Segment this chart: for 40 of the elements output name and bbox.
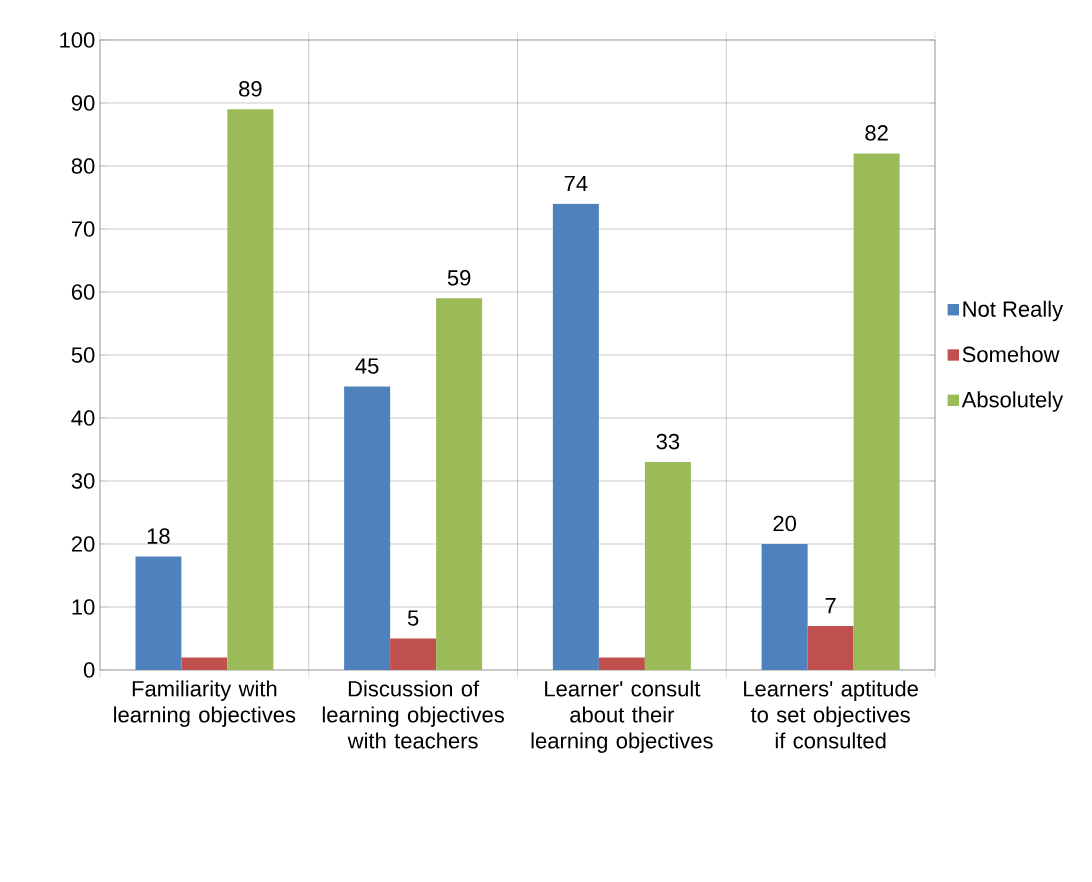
bar: [436, 298, 483, 670]
x-tick-label: Learner' consult about their learning objectives: [531, 680, 713, 753]
data-label: 33: [656, 433, 680, 450]
bar: [598, 657, 645, 670]
data-label: 5: [407, 610, 419, 626]
y-tick-label: 10: [72, 599, 95, 615]
y-tick-label: 40: [71, 410, 95, 426]
y-tick-label: 60: [71, 284, 95, 300]
y-tick-label: 50: [71, 347, 95, 363]
bar: [227, 109, 274, 670]
y-tick-label: 70: [71, 221, 95, 237]
x-tick-label: Familiarity with learning objectives: [114, 680, 296, 727]
data-label: 20: [773, 515, 796, 532]
bar: [644, 462, 691, 670]
data-label: 74: [564, 175, 588, 192]
data-label: 59: [447, 270, 471, 286]
y-tick-label: 20: [71, 536, 95, 552]
legend-label: Not Really: [963, 300, 1064, 322]
bar: [181, 657, 228, 670]
y-tick-label: 0: [83, 662, 95, 678]
bar: [761, 544, 808, 670]
legend-label: Absolutely: [961, 391, 1064, 412]
data-label: 45: [355, 358, 379, 374]
bar: [135, 556, 182, 670]
data-label: 18: [147, 528, 170, 544]
x-tick-label: Learners' aptitude to set objectives if consulted: [744, 680, 918, 749]
bar: [853, 153, 900, 670]
legend-label: Somehow: [962, 346, 1060, 363]
y-tick-label: 80: [71, 158, 95, 174]
bar: [390, 638, 437, 670]
bar: [344, 386, 391, 670]
y-tick-label: 30: [71, 473, 95, 489]
x-tick-label: Discussion of learning objectives with teachers: [322, 680, 504, 749]
bar: [807, 625, 854, 670]
data-label: 7: [825, 598, 836, 614]
bar: [552, 203, 599, 670]
data-label: 82: [865, 125, 888, 141]
y-tick-label: 90: [71, 95, 95, 111]
data-label: 89: [239, 81, 262, 97]
y-tick-label: 100: [60, 32, 95, 48]
